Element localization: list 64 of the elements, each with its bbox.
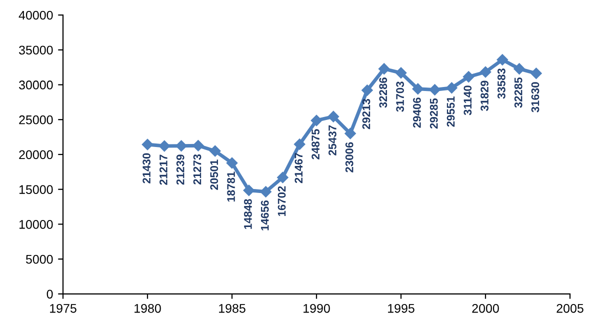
point xyxy=(480,66,492,78)
y-tick-label: 20000 xyxy=(19,150,53,160)
x-tick-label: 1980 xyxy=(134,304,161,313)
data-label: 23006 xyxy=(345,142,354,172)
point xyxy=(395,67,407,78)
data-label: 31829 xyxy=(480,80,488,111)
point xyxy=(530,68,542,79)
point xyxy=(142,138,154,150)
data-label: 21217 xyxy=(160,154,168,185)
y-tick-label: 30000 xyxy=(19,80,53,90)
x-tick-label: 1985 xyxy=(219,304,246,313)
y-tick-label: 5000 xyxy=(26,254,53,264)
point xyxy=(362,84,373,96)
data-label: 32285 xyxy=(514,77,522,108)
point xyxy=(294,138,306,150)
point xyxy=(277,172,288,184)
y-tick-label: 10000 xyxy=(19,220,53,229)
y-tick-label: 40000 xyxy=(18,10,53,20)
x-tick-label: 2005 xyxy=(556,304,584,313)
point xyxy=(158,140,170,152)
point xyxy=(496,54,508,66)
point xyxy=(514,63,525,74)
data-label: 31140 xyxy=(464,86,472,116)
point xyxy=(378,63,390,74)
x-tick-label: 1975 xyxy=(50,304,76,313)
data-label: 21467 xyxy=(294,153,303,184)
point xyxy=(429,84,440,96)
point xyxy=(344,128,356,140)
y-tick-label: 35000 xyxy=(19,46,53,55)
point xyxy=(209,145,221,157)
data-label: 18781 xyxy=(227,172,235,202)
data-label: 20501 xyxy=(210,160,218,190)
point xyxy=(176,140,187,152)
data-label: 21239 xyxy=(176,154,184,185)
data-label: 32286 xyxy=(379,78,388,108)
y-tick-label: 25000 xyxy=(19,115,53,124)
y-tick-label: 15000 xyxy=(19,185,53,194)
point xyxy=(446,82,458,94)
data-label: 29406 xyxy=(413,98,421,128)
point xyxy=(328,110,340,122)
data-label: 16702 xyxy=(278,186,286,216)
point xyxy=(310,114,322,126)
x-tick-label: 1990 xyxy=(304,304,330,313)
data-label: 14656 xyxy=(260,200,269,230)
data-label: 31703 xyxy=(396,82,404,112)
x-tick-label: 2000 xyxy=(472,304,499,313)
x-tick-label: 1995 xyxy=(388,304,414,313)
data-label: 31630 xyxy=(531,82,540,112)
data-label: 21273 xyxy=(193,154,202,184)
data-label: 21430 xyxy=(142,153,150,184)
data-label: 29551 xyxy=(446,96,455,127)
data-label: 25437 xyxy=(328,125,336,156)
point xyxy=(462,71,474,82)
data-label: 29285 xyxy=(430,98,438,129)
data-label: 24875 xyxy=(312,129,320,160)
point xyxy=(243,184,255,196)
point xyxy=(260,186,272,198)
data-label: 14848 xyxy=(244,199,252,229)
y-tick-label: 0 xyxy=(46,290,53,299)
data-label: 29213 xyxy=(362,98,370,130)
data-label: 33583 xyxy=(498,68,506,99)
point xyxy=(192,140,204,152)
point xyxy=(226,157,238,169)
point xyxy=(412,83,424,94)
